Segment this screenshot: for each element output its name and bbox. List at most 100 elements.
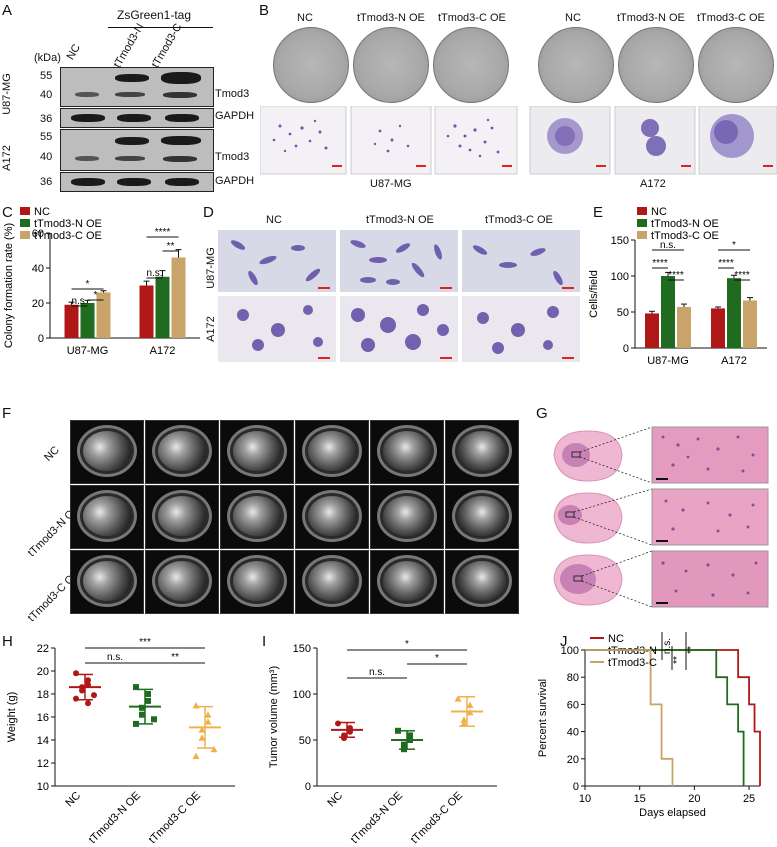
mri-brain [233,561,281,601]
survival-curve [585,649,745,786]
significance-label: n.s. [660,240,676,251]
legend-label: tTmod3-C [608,657,657,669]
band [75,92,99,97]
mri-slice [370,420,444,484]
y-tick-label: 60 [32,228,44,240]
mri-brain [83,431,131,471]
band [75,156,99,161]
data-point [407,732,413,739]
tag-line [108,27,213,28]
data-point [192,702,200,709]
data-point [139,704,145,711]
mri-brain [83,496,131,536]
significance-label: **** [734,270,750,281]
mri-brain [458,496,506,536]
y-axis-label: Percent survival [537,679,549,757]
significance-label: n.s. [71,296,87,307]
panel-label-f: F [2,405,12,422]
colony-micrographs [260,106,777,175]
bar [645,313,659,348]
mri-brain [233,431,281,471]
band [117,178,151,186]
y-tick-label: 150 [293,643,311,655]
cell-label-u87: U87-MG [0,73,13,115]
legend-label: NC [608,633,624,645]
b-group-6: tTmod3-C OE [697,12,765,24]
panel-label-c: C [2,204,13,221]
significance-label: **** [155,227,171,238]
data-point [133,720,139,727]
mri-brain [308,496,356,536]
survival-curve [585,649,761,786]
b-group-2: tTmod3-N OE [357,12,425,24]
b-cell-u87: U87-MG [370,178,412,190]
data-point [460,719,468,727]
significance-label: * [86,279,90,290]
blot-u87-tmod3 [60,67,214,107]
y-axis-label: Weight (g) [6,692,18,743]
y-tick-label: 20 [37,666,49,678]
cell-label-a172: A172 [0,145,13,171]
band [165,114,199,122]
y-tick-label: 100 [293,689,311,701]
mri-slice [145,420,219,484]
band [115,137,149,145]
d-row-u87: U87-MG [204,247,217,289]
tag-label: ZsGreen1-tag [117,8,192,22]
chart-j: 0 20 40 60 80 100 10 15 20 25 Days elapsed Percent … [537,632,761,819]
y-tick-label: 60 [567,699,579,711]
mri-slice [445,485,519,549]
band [115,74,149,82]
transwell-micrographs [218,230,580,362]
mri-slice [220,420,294,484]
significance-label: ** [686,646,697,654]
data-point [395,727,401,734]
bar [155,276,170,338]
category-label: U87-MG [67,345,109,357]
lane-label-tc: tTmod3-C [149,21,185,71]
data-point [335,720,341,727]
panel-label-b: B [259,2,270,19]
significance-label: n.s. [107,652,123,663]
d-col-tn: tTmod3-N OE [366,214,434,226]
y-tick-label: 20 [32,298,44,310]
y-tick-label: 40 [567,727,579,739]
mri-slice [370,550,444,614]
panel-label-a: A [2,2,13,19]
mri-slice [70,550,144,614]
significance-label: ** [171,652,179,663]
kda-label: (kDa) [34,52,61,64]
band [115,92,145,97]
category-label: NC [63,790,83,810]
y-axis-label: Tumor volume (mm³) [268,666,280,768]
legend-swatch [637,219,647,227]
survival-curve [585,649,674,786]
y-tick-label: 150 [611,235,629,247]
mri-slice [70,420,144,484]
y-tick-label: 50 [617,307,629,319]
mri-brain [158,561,206,601]
data-point [151,716,157,723]
data-point [198,734,206,741]
y-tick-label: 18 [37,689,49,701]
data-point [460,716,468,723]
y-tick-label: 100 [561,645,579,657]
legend-label: NC [34,206,50,218]
significance-label: * [732,240,736,251]
band [71,178,105,186]
data-point [145,697,151,704]
panel-label-j: J [560,633,568,650]
category-label: tTmod3-C OE [409,790,465,845]
y-tick-label: 20 [567,754,579,766]
legend-label: NC [651,206,667,218]
data-point [85,677,91,684]
legend-label: tTmod3-N OE [651,218,719,230]
data-point [91,692,97,699]
marker-36a: 36 [40,113,53,125]
significance-label: ** [672,656,683,664]
category-label: NC [325,790,345,810]
category-label: tTmod3-N OE [87,790,143,845]
histology [553,426,769,608]
data-point [198,726,206,733]
data-point [145,691,151,697]
